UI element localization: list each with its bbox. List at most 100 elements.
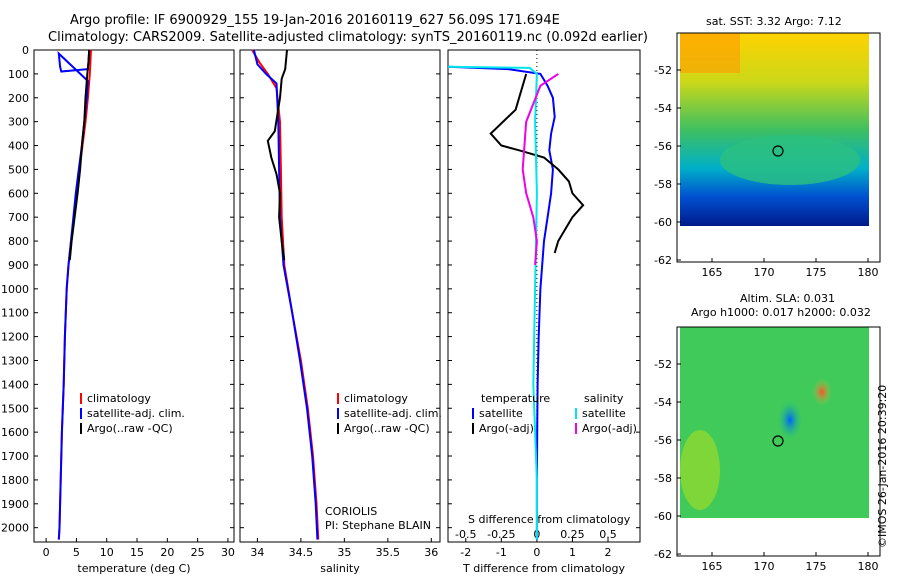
sst-lon-tick-label: 175 (806, 266, 827, 279)
y-tick-label: 500 (8, 163, 29, 176)
sla-lat-tick-label: -52 (654, 358, 672, 371)
sst-lat-tick-label: -60 (654, 216, 672, 229)
x-tick-label: 35 (337, 546, 351, 559)
sla-map (676, 326, 881, 557)
x-tick-label-salinity: 0.5 (599, 528, 617, 541)
timestamp: ©IMOS 26-Jan-2016 20:39:20 (876, 384, 889, 548)
figure-title-line1: Argo profile: IF 6900929_155 19-Jan-2016… (70, 13, 560, 28)
x-tick-label: -1 (496, 546, 507, 559)
y-tick-label: 1700 (1, 450, 29, 463)
sla-lon-tick-label: 165 (702, 560, 723, 573)
y-tick-label: 1400 (1, 378, 29, 391)
x-tick-label-salinity: -0.25 (487, 528, 515, 541)
x-tick-label: 1 (569, 546, 576, 559)
x-tick-label: 10 (100, 546, 114, 559)
x-tick-label: 5 (73, 546, 80, 559)
sst-lat-tick-label: -56 (654, 140, 672, 153)
x-tick-label: 25 (191, 546, 205, 559)
sla-lat-tick-label: -60 (654, 510, 672, 523)
sla-map-title-2: Argo h1000: 0.017 h2000: 0.032 (691, 306, 871, 319)
series-red (57, 49, 92, 540)
y-tick-label: 1500 (1, 402, 29, 415)
legend-label: satellite (582, 407, 626, 420)
x-tick-label: 34.5 (289, 546, 314, 559)
y-tick-label: 300 (8, 116, 29, 129)
sla-lon-tick-label: 175 (806, 560, 827, 573)
y-tick-label: 900 (8, 259, 29, 272)
legend-title-temperature: temperature (481, 392, 550, 405)
sst-lon-tick-label: 165 (702, 266, 723, 279)
series-black (489, 73, 585, 254)
y-tick-label: 800 (8, 235, 29, 248)
figure-title-line2: Climatology: CARS2009. Satellite-adjuste… (48, 30, 648, 45)
y-tick-label: 2000 (1, 522, 29, 535)
sst-map (676, 32, 881, 263)
sla-map-frame (676, 326, 881, 557)
series-black (68, 49, 91, 261)
legend-label: satellite-adj. clim. (87, 407, 185, 420)
x-tick-label: 0 (43, 546, 50, 559)
plot-frame-2 (239, 49, 441, 543)
sla-yellow-patch (680, 430, 720, 510)
x-tick-label-salinity: 0.25 (560, 528, 585, 541)
sst-lat-tick-label: -52 (654, 64, 672, 77)
y-tick-label: 1000 (1, 283, 29, 296)
annotation-line2: PI: Stephane BLAIN (325, 519, 431, 532)
sst-lon-tick-label: 170 (754, 266, 775, 279)
x-tick-label: 35.5 (376, 546, 401, 559)
x-tick-label: 15 (130, 546, 144, 559)
sla-lat-tick-label: -54 (654, 396, 672, 409)
y-tick-label: 1300 (1, 354, 29, 367)
sla-lat-tick-label: -62 (654, 548, 672, 561)
x-tick-label: 0 (533, 546, 540, 559)
float-position-marker-sla (772, 435, 784, 447)
legend-label: satellite (479, 407, 523, 420)
sla-lat-tick-label: -58 (654, 472, 672, 485)
y-tick-label: 1800 (1, 474, 29, 487)
sst-lon-tick-label: 180 (858, 266, 879, 279)
series-blue (447, 65, 556, 540)
x-axis-label: T difference from climatology (462, 562, 625, 575)
sla-blue-eddy (778, 400, 802, 440)
sla-lat-tick-label: -56 (654, 434, 672, 447)
x-tick-label: 36 (424, 546, 438, 559)
legend-label: Argo(-adj) (479, 422, 534, 435)
sst-warm-patch (680, 33, 740, 73)
y-tick-label: 1200 (1, 331, 29, 344)
y-tick-label: 0 (22, 44, 29, 57)
x-axis-label: salinity (320, 562, 360, 575)
legend-label: climatology (87, 392, 151, 405)
series-red (251, 49, 320, 540)
x-tick-label: 30 (221, 546, 235, 559)
series-black (266, 49, 288, 261)
y-tick-label: 100 (8, 68, 29, 81)
x-tick-label: 2 (605, 546, 612, 559)
series-blue (252, 49, 319, 540)
y-tick-label: 700 (8, 211, 29, 224)
x-label-top: S difference from climatology (468, 513, 631, 526)
float-position-marker (772, 145, 784, 157)
x-tick-label-salinity: -0.5 (455, 528, 476, 541)
x-tick-label: 20 (160, 546, 174, 559)
x-axis-label: temperature (deg C) (77, 562, 190, 575)
legend-label: Argo(..raw -QC) (344, 422, 430, 435)
sst-map-frame (676, 32, 881, 263)
sst-lat-tick-label: -62 (654, 254, 672, 267)
sla-lon-tick-label: 180 (858, 560, 879, 573)
series-blue (57, 49, 91, 540)
x-tick-label: -2 (460, 546, 471, 559)
y-tick-label: 1100 (1, 307, 29, 320)
legend-label: Argo(-adj) (582, 422, 637, 435)
sst-map-title: sat. SST: 3.32 Argo: 7.12 (706, 15, 842, 28)
plot-frame-1 (33, 49, 235, 543)
y-tick-label: 600 (8, 187, 29, 200)
sla-map-title-1: Altim. SLA: 0.031 (740, 292, 836, 305)
legend-label: Argo(..raw -QC) (87, 422, 173, 435)
legend-label: climatology (344, 392, 408, 405)
sst-lat-tick-label: -54 (654, 102, 672, 115)
y-tick-label: 400 (8, 140, 29, 153)
sst-lat-tick-label: -58 (654, 178, 672, 191)
sst-green-band (720, 135, 860, 185)
